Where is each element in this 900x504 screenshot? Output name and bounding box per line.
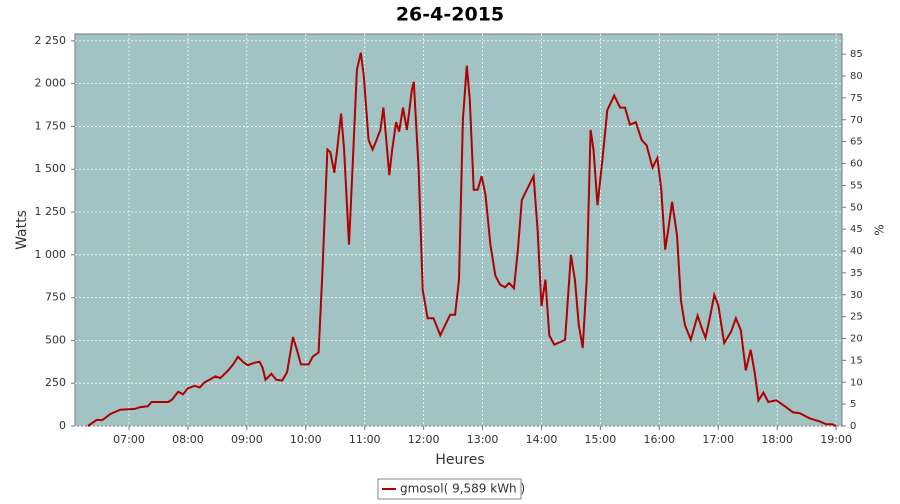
- y2-tick-label: 65: [850, 137, 863, 148]
- y2-axis-label: %: [873, 224, 887, 235]
- y2-tick-label: 5: [850, 399, 856, 410]
- y2-tick-label: 20: [850, 334, 863, 345]
- x-tick-label: 09:00: [231, 433, 263, 446]
- x-axis-label: Heures: [435, 452, 484, 468]
- y-tick-label: 0: [59, 419, 66, 432]
- legend-label: gmosol( 9,589 kWh ): [400, 482, 525, 496]
- data-line: [87, 52, 837, 427]
- y2-tick-label: 45: [850, 224, 863, 235]
- y2-tick-label: 70: [850, 115, 863, 126]
- y2-tick-label: 80: [850, 71, 863, 82]
- x-tick-label: 15:00: [585, 433, 617, 446]
- y2-tick-label: 10: [850, 377, 863, 388]
- x-tick-label: 14:00: [526, 433, 558, 446]
- y-axis-label: Watts: [14, 210, 30, 250]
- legend-box: [377, 478, 522, 500]
- y2-tick-label: 55: [850, 180, 863, 191]
- y2-tick-label: 35: [850, 268, 863, 279]
- y2-tick-label: 50: [850, 202, 863, 213]
- y-tick-label: 1 750: [35, 119, 67, 132]
- y-tick-label: 2 250: [35, 34, 67, 47]
- x-tick-label: 13:00: [467, 433, 499, 446]
- y-tick-label: 1 250: [35, 205, 67, 218]
- x-tick-label: 12:00: [408, 433, 440, 446]
- y2-tick-label: 15: [850, 355, 863, 366]
- y-tick-label: 1 000: [35, 248, 67, 261]
- y-tick-label: 2 000: [35, 77, 67, 90]
- y-tick-label: 250: [45, 376, 66, 389]
- x-tick-label: 19:00: [820, 433, 852, 446]
- x-tick-label: 18:00: [761, 433, 793, 446]
- y-tick-label: 1 500: [35, 162, 67, 175]
- x-tick-label: 17:00: [702, 433, 734, 446]
- x-tick-label: 07:00: [113, 433, 145, 446]
- y2-tick-label: 30: [850, 290, 863, 301]
- y2-tick-label: 85: [850, 49, 863, 60]
- y2-tick-label: 0: [850, 421, 856, 432]
- chart-title: 26-4-2015: [396, 4, 504, 26]
- y2-tick-label: 75: [850, 93, 863, 104]
- y2-tick-label: 25: [850, 312, 863, 323]
- y-tick-label: 500: [45, 333, 66, 346]
- x-tick-label: 11:00: [349, 433, 381, 446]
- y-tick-label: 750: [45, 291, 66, 304]
- x-tick-label: 08:00: [172, 433, 204, 446]
- x-tick-label: 10:00: [290, 433, 322, 446]
- y2-tick-label: 40: [850, 246, 863, 257]
- x-tick-label: 16:00: [643, 433, 675, 446]
- plot-area: [74, 33, 843, 427]
- y2-tick-label: 60: [850, 159, 863, 170]
